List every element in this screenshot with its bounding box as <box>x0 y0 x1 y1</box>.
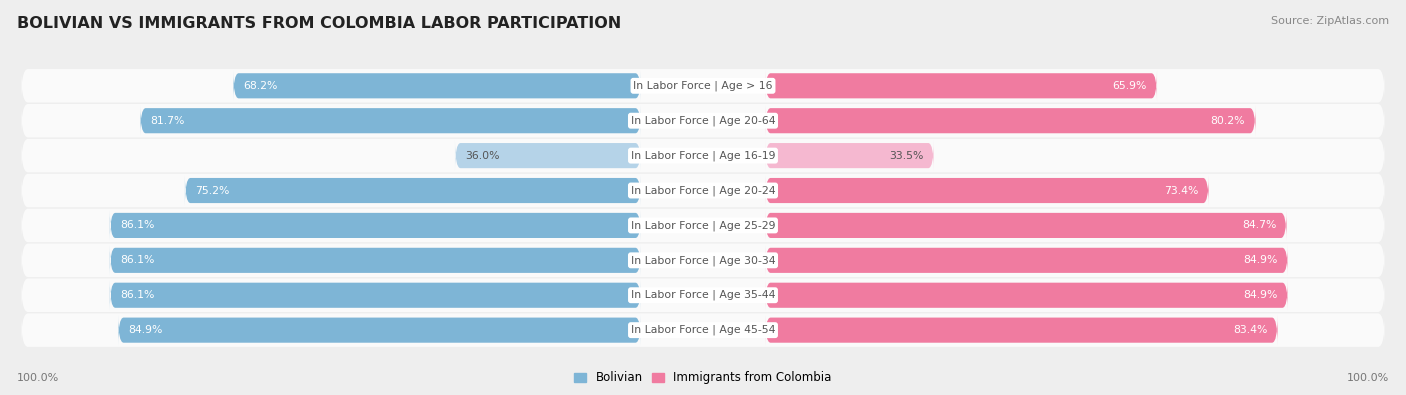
FancyBboxPatch shape <box>233 70 641 101</box>
FancyBboxPatch shape <box>765 280 1288 310</box>
Text: 100.0%: 100.0% <box>17 373 59 383</box>
Text: 81.7%: 81.7% <box>150 116 184 126</box>
Text: In Labor Force | Age 20-24: In Labor Force | Age 20-24 <box>631 185 775 196</box>
FancyBboxPatch shape <box>765 210 1286 241</box>
FancyBboxPatch shape <box>765 105 1256 136</box>
Text: 86.1%: 86.1% <box>120 220 155 230</box>
Text: 83.4%: 83.4% <box>1233 325 1267 335</box>
Legend: Bolivian, Immigrants from Colombia: Bolivian, Immigrants from Colombia <box>569 367 837 389</box>
FancyBboxPatch shape <box>186 175 641 206</box>
FancyBboxPatch shape <box>765 140 934 171</box>
Text: Source: ZipAtlas.com: Source: ZipAtlas.com <box>1271 16 1389 26</box>
Text: In Labor Force | Age 30-34: In Labor Force | Age 30-34 <box>631 255 775 265</box>
Text: 36.0%: 36.0% <box>465 150 499 161</box>
FancyBboxPatch shape <box>110 210 641 241</box>
Text: In Labor Force | Age 35-44: In Labor Force | Age 35-44 <box>631 290 775 301</box>
FancyBboxPatch shape <box>21 103 1385 139</box>
Text: BOLIVIAN VS IMMIGRANTS FROM COLOMBIA LABOR PARTICIPATION: BOLIVIAN VS IMMIGRANTS FROM COLOMBIA LAB… <box>17 16 621 31</box>
Text: 86.1%: 86.1% <box>120 290 155 300</box>
Text: 100.0%: 100.0% <box>1347 373 1389 383</box>
FancyBboxPatch shape <box>21 68 1385 104</box>
FancyBboxPatch shape <box>21 137 1385 174</box>
Text: 73.4%: 73.4% <box>1164 186 1198 196</box>
Text: In Labor Force | Age 16-19: In Labor Force | Age 16-19 <box>631 150 775 161</box>
Text: 65.9%: 65.9% <box>1112 81 1147 91</box>
Text: 84.9%: 84.9% <box>128 325 163 335</box>
Text: 84.7%: 84.7% <box>1241 220 1277 230</box>
Text: 80.2%: 80.2% <box>1211 116 1246 126</box>
Text: In Labor Force | Age 45-54: In Labor Force | Age 45-54 <box>631 325 775 335</box>
FancyBboxPatch shape <box>21 207 1385 244</box>
Text: In Labor Force | Age > 16: In Labor Force | Age > 16 <box>633 81 773 91</box>
Text: 84.9%: 84.9% <box>1243 290 1278 300</box>
FancyBboxPatch shape <box>21 277 1385 313</box>
Text: 33.5%: 33.5% <box>889 150 924 161</box>
FancyBboxPatch shape <box>765 315 1278 346</box>
FancyBboxPatch shape <box>456 140 641 171</box>
Text: 84.9%: 84.9% <box>1243 255 1278 265</box>
FancyBboxPatch shape <box>21 242 1385 278</box>
Text: In Labor Force | Age 20-64: In Labor Force | Age 20-64 <box>631 115 775 126</box>
Text: 86.1%: 86.1% <box>120 255 155 265</box>
FancyBboxPatch shape <box>765 175 1209 206</box>
Text: 75.2%: 75.2% <box>195 186 229 196</box>
FancyBboxPatch shape <box>110 280 641 310</box>
FancyBboxPatch shape <box>110 245 641 276</box>
Text: In Labor Force | Age 25-29: In Labor Force | Age 25-29 <box>631 220 775 231</box>
Text: 68.2%: 68.2% <box>243 81 278 91</box>
FancyBboxPatch shape <box>21 312 1385 348</box>
FancyBboxPatch shape <box>141 105 641 136</box>
FancyBboxPatch shape <box>118 315 641 346</box>
FancyBboxPatch shape <box>765 245 1288 276</box>
FancyBboxPatch shape <box>765 70 1157 101</box>
FancyBboxPatch shape <box>21 172 1385 209</box>
